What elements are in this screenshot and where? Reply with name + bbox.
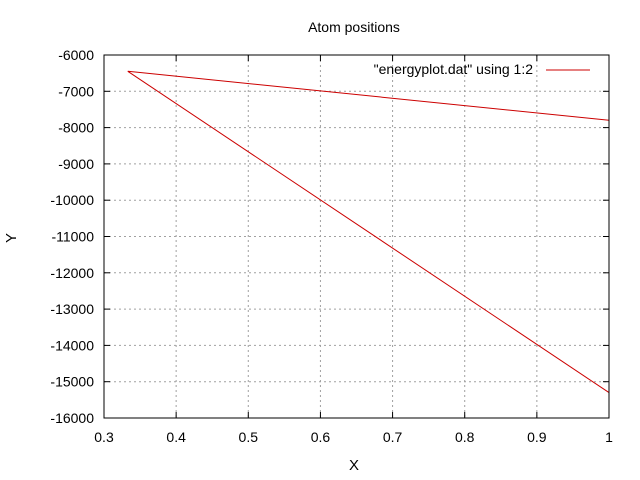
y-tick-label: -16000 [50, 410, 94, 426]
x-tick-label: 0.9 [527, 429, 547, 445]
y-axis: -6000 -7000 -8000 -9000 -10000 -11000 -12000 -1… [50, 47, 609, 426]
legend: "energyplot.dat" using 1:2 [374, 61, 590, 77]
legend-label: "energyplot.dat" using 1:2 [374, 61, 534, 77]
y-tick-label: -10000 [50, 192, 94, 208]
y-tick-label: -9000 [58, 156, 94, 172]
y-tick-label: -14000 [50, 337, 94, 353]
y-tick-label: -15000 [50, 374, 94, 390]
chart-title: Atom positions [308, 19, 400, 35]
x-tick-label: 0.6 [311, 429, 331, 445]
y-tick-label: -13000 [50, 301, 94, 317]
plot-frame [103, 54, 610, 419]
x-tick-label: 1 [605, 429, 613, 445]
y-tick-label: -6000 [58, 47, 94, 63]
x-tick-label: 0.4 [166, 429, 186, 445]
series-group [127, 70, 610, 394]
series-line [127, 70, 610, 394]
y-tick-label: -11000 [51, 229, 94, 245]
y-axis-label: Y [3, 233, 20, 243]
x-tick-label: 0.5 [239, 429, 259, 445]
y-tick-label: -8000 [58, 120, 94, 136]
x-axis: 0.3 0.4 0.5 0.6 0.7 0.8 0.9 1 [94, 55, 613, 445]
y-tick-label: -12000 [50, 265, 94, 281]
grid [104, 55, 609, 418]
x-tick-label: 0.8 [455, 429, 475, 445]
x-tick-label: 0.3 [94, 429, 114, 445]
x-axis-label: X [349, 457, 359, 474]
y-tick-label: -7000 [58, 83, 94, 99]
x-tick-label: 0.7 [383, 429, 403, 445]
